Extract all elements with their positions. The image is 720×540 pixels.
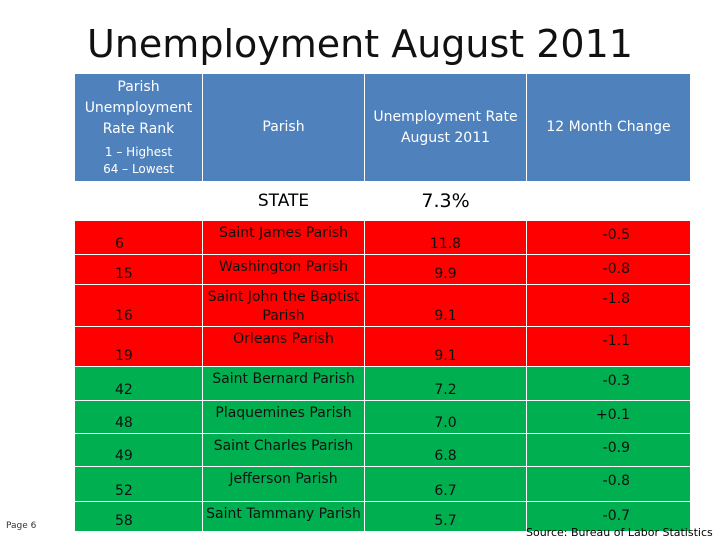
rank-cell: 16	[74, 284, 203, 327]
table-row: 52 Jefferson Parish 6.7 -0.8	[74, 466, 691, 502]
parish-cell: Washington Parish	[202, 254, 365, 285]
header-row: Parish Unemployment Rate Rank 1 – Highes…	[74, 73, 691, 182]
header-rank-note-highest: 1 – Highest	[104, 145, 173, 159]
source-note: Source: Bureau of Labor Statistics	[526, 526, 713, 539]
table-row: 16 Saint John the Baptist Parish 9.1 -1.8	[74, 284, 691, 327]
header-rank-note-lowest: 64 – Lowest	[103, 162, 174, 176]
rate-cell: 9.1	[364, 326, 527, 367]
table-row: 15 Washington Parish 9.9 -0.8	[74, 254, 691, 285]
state-change-cell	[526, 181, 691, 221]
rank-cell: 48	[74, 400, 203, 434]
table-row: 48 Plaquemines Parish 7.0 +0.1	[74, 400, 691, 434]
change-cell: -1.8	[526, 284, 691, 327]
parish-cell: Saint Bernard Parish	[202, 366, 365, 401]
change-cell: -0.5	[526, 220, 691, 255]
table-row: 42 Saint Bernard Parish 7.2 -0.3	[74, 366, 691, 401]
rank-cell: 42	[74, 366, 203, 401]
change-cell: -0.7	[526, 501, 691, 532]
rank-cell: 58	[74, 501, 203, 532]
header-change: 12 Month Change	[526, 73, 691, 182]
header-rank-label: Parish Unemployment Rate Rank	[84, 79, 193, 137]
parish-cell: Jefferson Parish	[202, 466, 365, 502]
parish-cell: Saint John the Baptist Parish	[202, 284, 365, 327]
rank-cell: 15	[74, 254, 203, 285]
rate-cell: 7.0	[364, 400, 527, 434]
parish-cell: Plaquemines Parish	[202, 400, 365, 434]
rate-cell: 7.2	[364, 366, 527, 401]
change-cell: +0.1	[526, 400, 691, 434]
state-rank-cell	[74, 181, 203, 221]
page-number: Page 6	[6, 521, 37, 531]
state-rate: 7.3%	[364, 181, 527, 221]
page-title: Unemployment August 2011	[87, 22, 633, 66]
rate-cell: 9.1	[364, 284, 527, 327]
header-rate: Unemployment Rate August 2011	[364, 73, 527, 182]
change-cell: -0.3	[526, 366, 691, 401]
rank-cell: 6	[74, 220, 203, 255]
header-rank-note: 1 – Highest 64 – Lowest	[76, 144, 202, 178]
change-cell: -1.1	[526, 326, 691, 367]
rank-cell: 52	[74, 466, 203, 502]
rank-cell: 19	[74, 326, 203, 367]
change-cell: -0.8	[526, 466, 691, 502]
rate-cell: 9.9	[364, 254, 527, 285]
table-row: 6 Saint James Parish 11.8 -0.5	[74, 220, 691, 255]
state-label: STATE	[202, 181, 365, 221]
table-row: 58 Saint Tammany Parish 5.7 -0.7	[74, 501, 691, 532]
header-rank: Parish Unemployment Rate Rank 1 – Highes…	[74, 73, 203, 182]
parish-cell: Orleans Parish	[202, 326, 365, 367]
table-row: 19 Orleans Parish 9.1 -1.1	[74, 326, 691, 367]
parish-cell: Saint James Parish	[202, 220, 365, 255]
unemployment-table: Parish Unemployment Rate Rank 1 – Highes…	[74, 73, 691, 532]
parish-cell: Saint Charles Parish	[202, 433, 365, 467]
rate-cell: 5.7	[364, 501, 527, 532]
header-parish: Parish	[202, 73, 365, 182]
rate-cell: 6.8	[364, 433, 527, 467]
rank-cell: 49	[74, 433, 203, 467]
change-cell: -0.9	[526, 433, 691, 467]
change-cell: -0.8	[526, 254, 691, 285]
rate-cell: 11.8	[364, 220, 527, 255]
parish-cell: Saint Tammany Parish	[202, 501, 365, 532]
state-row: STATE 7.3%	[74, 181, 691, 221]
rate-cell: 6.7	[364, 466, 527, 502]
table-row: 49 Saint Charles Parish 6.8 -0.9	[74, 433, 691, 467]
